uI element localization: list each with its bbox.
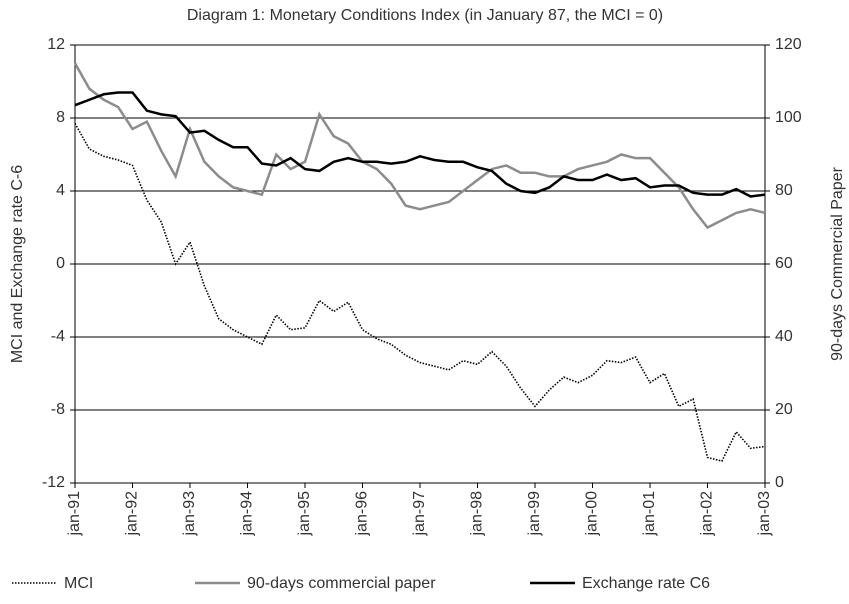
x-tick-label: jan-01 <box>641 491 658 537</box>
y2-tick-label: 40 <box>775 328 793 345</box>
x-tick-label: jan-92 <box>124 491 141 537</box>
x-tick-label: jan-91 <box>66 491 83 537</box>
x-tick-label: jan-94 <box>239 491 256 537</box>
x-tick-label: jan-93 <box>181 491 198 537</box>
y-tick-label: -12 <box>42 474 65 491</box>
x-tick-label: jan-95 <box>296 491 313 537</box>
x-tick-label: jan-97 <box>411 491 428 537</box>
x-tick-label: jan-96 <box>354 491 371 537</box>
y2-tick-label: 60 <box>775 255 793 272</box>
legend-label: 90-days commercial paper <box>247 575 436 592</box>
x-tick-label: jan-00 <box>584 491 601 537</box>
line-series <box>74 91 766 198</box>
y-tick-label: -4 <box>51 328 65 345</box>
x-tick-label: jan-99 <box>526 491 543 537</box>
x-tick-label: jan-98 <box>469 491 486 537</box>
y2-tick-label: 20 <box>775 401 793 418</box>
x-tick-label: jan-03 <box>756 491 773 537</box>
line-series <box>74 123 766 463</box>
y-axis-label: MCI and Exchange rate C-6 <box>9 165 26 363</box>
chart-title: Diagram 1: Monetary Conditions Index (in… <box>187 7 663 24</box>
x-tick-label: jan-02 <box>699 491 716 537</box>
y-tick-label: 0 <box>56 255 65 272</box>
line-series <box>73 62 766 230</box>
y2-tick-label: 80 <box>775 182 793 199</box>
y2-tick-label: 120 <box>775 36 802 53</box>
y2-axis-label: 90-days Commercial Paper <box>829 166 846 361</box>
y-tick-label: 4 <box>56 182 65 199</box>
y-tick-label: 12 <box>47 36 65 53</box>
legend-label: MCI <box>64 575 93 592</box>
y-tick-label: 8 <box>56 109 65 126</box>
y-tick-label: -8 <box>51 401 65 418</box>
legend-label: Exchange rate C6 <box>582 575 710 592</box>
y2-tick-label: 100 <box>775 109 802 126</box>
y2-tick-label: 0 <box>775 474 784 491</box>
